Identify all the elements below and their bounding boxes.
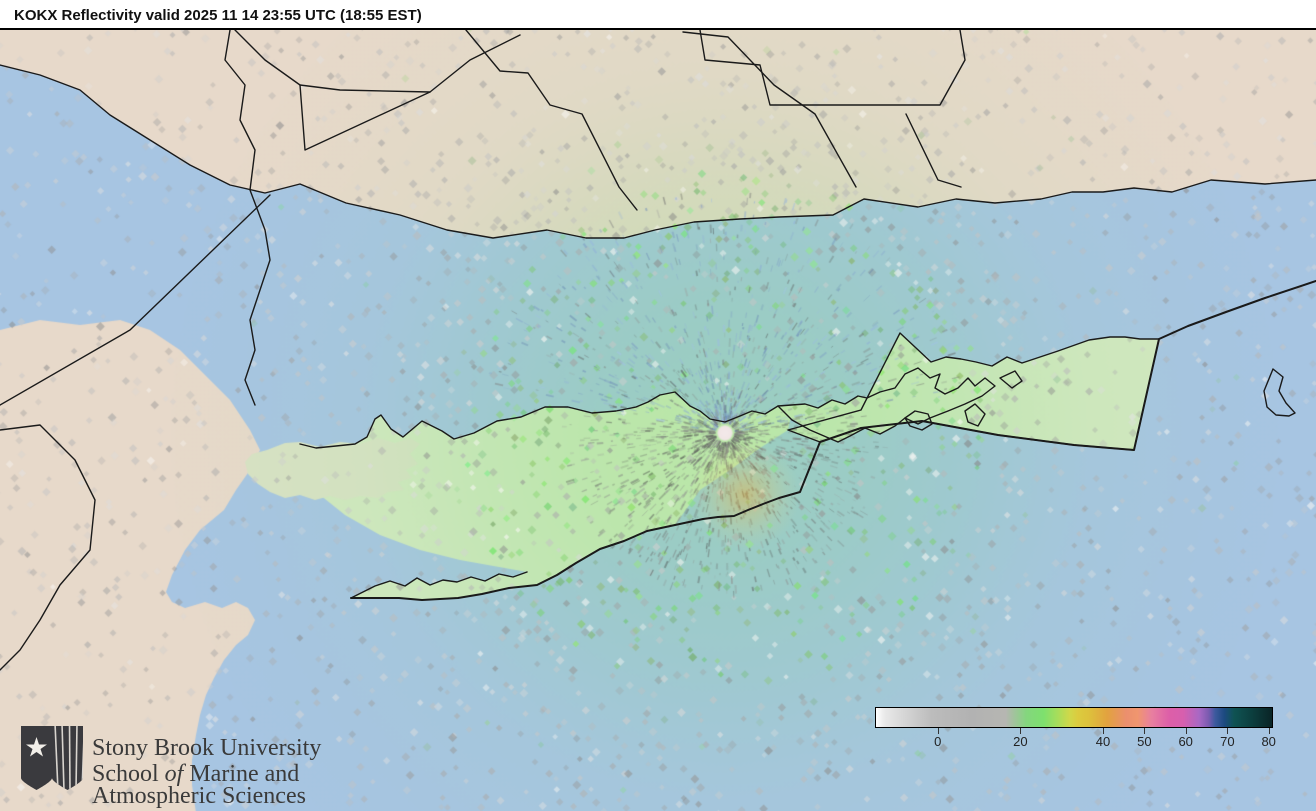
svg-text:Stony Brook University: Stony Brook University <box>92 735 321 761</box>
